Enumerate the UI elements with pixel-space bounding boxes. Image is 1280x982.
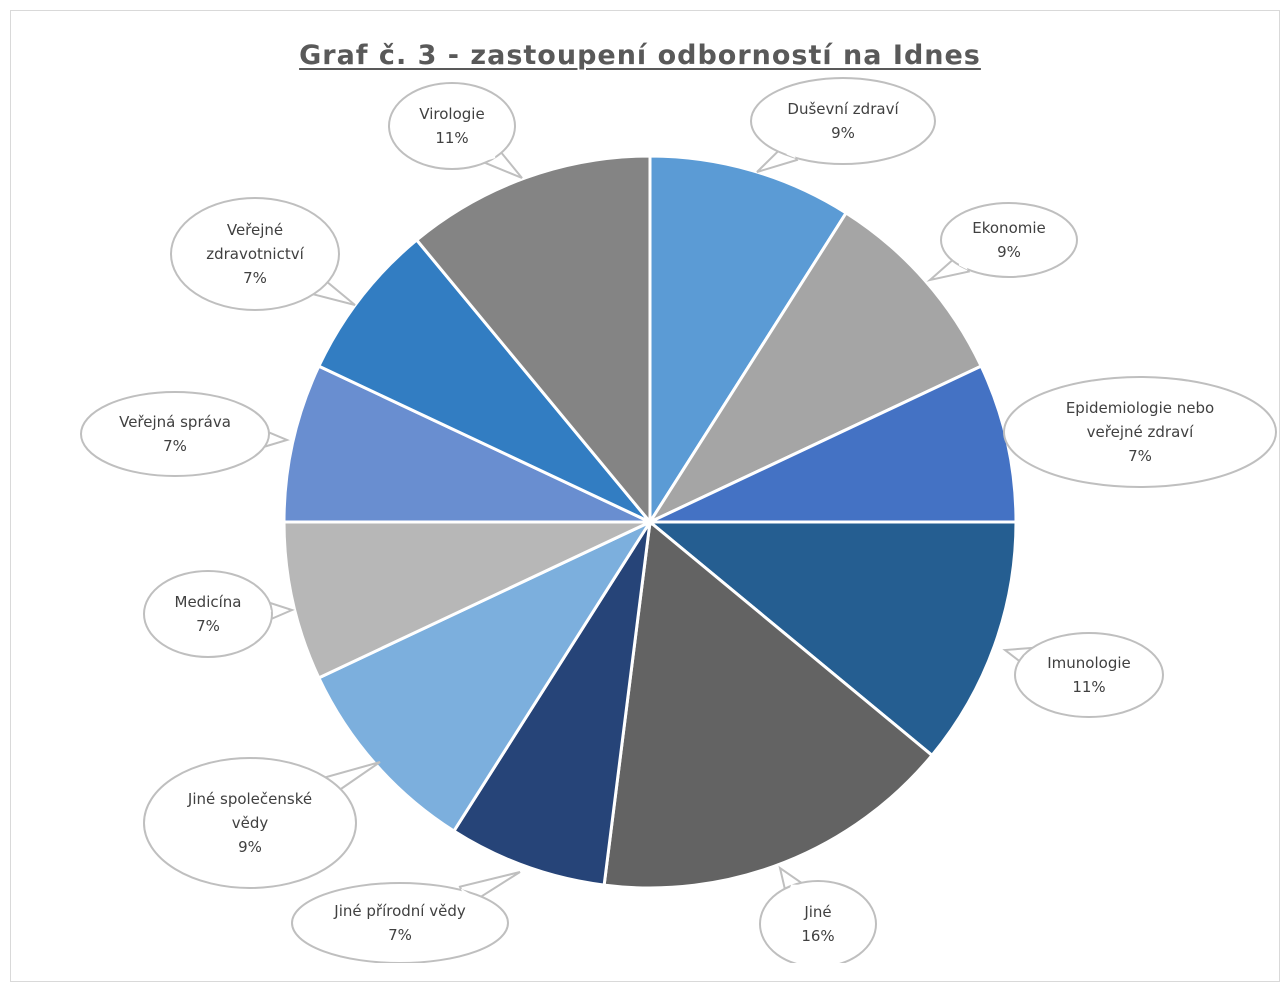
callout-seam-cover — [786, 144, 796, 159]
data-label-callout: Jiné přírodní vědy 7% — [291, 871, 521, 963]
data-label-callout: Virologie 11% — [388, 82, 523, 179]
callout-seam-cover — [787, 884, 802, 894]
pie-slice — [602, 519, 935, 890]
slice-value-label: 9% — [238, 838, 262, 856]
data-label-callout: Ekonomie 9% — [926, 202, 1078, 282]
slice-value-label: 11% — [435, 129, 468, 147]
callout-bubble — [291, 882, 509, 963]
callout-seam-cover — [1014, 434, 1021, 451]
callout-seam-cover — [258, 430, 265, 447]
callout-bubble — [759, 880, 877, 963]
callout-bubble — [1003, 376, 1277, 488]
slice-label: Ekonomie — [972, 219, 1046, 237]
slice-value-label: 9% — [997, 243, 1021, 261]
callout-bubble — [940, 202, 1078, 278]
callout-bubble — [750, 77, 936, 165]
slice-value-label: 7% — [163, 437, 187, 455]
callout-bubble — [170, 197, 340, 311]
pie-slice — [451, 521, 652, 887]
callout-bubble — [80, 391, 270, 477]
pie-slice — [414, 154, 652, 527]
pie-slice — [316, 237, 652, 524]
data-label-callout: Epidemiologie nebo veřejné zdraví 7% — [1003, 376, 1277, 488]
slice-label: Veřejné zdravotnictví — [206, 221, 304, 263]
callout-seam-cover — [322, 780, 332, 795]
data-label-callout: Duševní zdraví 9% — [750, 77, 936, 173]
slice-value-label: 9% — [831, 124, 855, 142]
callout-bubble — [143, 757, 357, 889]
slice-value-label: 16% — [801, 927, 834, 945]
slice-value-label: 11% — [1072, 678, 1105, 696]
slice-label: Veřejná správa — [119, 413, 231, 431]
slice-label: Duševní zdraví — [787, 100, 899, 118]
data-label-callout: Imunologie 11% — [1002, 632, 1164, 718]
slice-value-label: 7% — [243, 269, 267, 287]
slice-label: Virologie — [419, 105, 484, 123]
slice-label: Jiné — [803, 903, 831, 921]
pie-slice — [648, 154, 849, 528]
pie-slice — [282, 364, 651, 524]
callout-seam-cover — [1024, 649, 1033, 666]
data-label-callout: Veřejné zdravotnictví 7% — [170, 197, 356, 311]
pie-slice — [282, 520, 651, 680]
callout-seam-cover — [311, 277, 321, 292]
slice-value-label: 7% — [196, 617, 220, 635]
slice-label: Imunologie — [1047, 654, 1131, 672]
data-label-callout: Medicína 7% — [143, 570, 295, 658]
slice-label: Jiné přírodní vědy — [333, 902, 466, 920]
callout-bubble — [1014, 632, 1164, 718]
callout-seam-cover — [265, 603, 272, 620]
callout-bubble — [143, 570, 273, 658]
callout-seam-cover — [958, 255, 968, 270]
slice-label: Medicína — [175, 593, 242, 611]
pie-slice — [645, 520, 1018, 758]
slice-label: Epidemiologie nebo veřejné zdraví — [1066, 399, 1214, 441]
pie-slice — [645, 210, 984, 526]
slice-value-label: 7% — [1128, 447, 1152, 465]
data-label-callout: Veřejná správa 7% — [80, 391, 290, 477]
callout-seam-cover — [460, 888, 470, 904]
callout-seam-cover — [485, 148, 496, 161]
data-label-callout: Jiné 16% — [759, 865, 877, 963]
slice-value-label: 7% — [388, 926, 412, 944]
chart-title: Graf č. 3 - zastoupení odborností na Idn… — [299, 40, 981, 71]
callout-bubble — [388, 82, 516, 170]
data-label-callout: Jiné společenské vědy 9% — [143, 757, 381, 889]
slice-label: Jiné společenské vědy — [187, 790, 312, 832]
